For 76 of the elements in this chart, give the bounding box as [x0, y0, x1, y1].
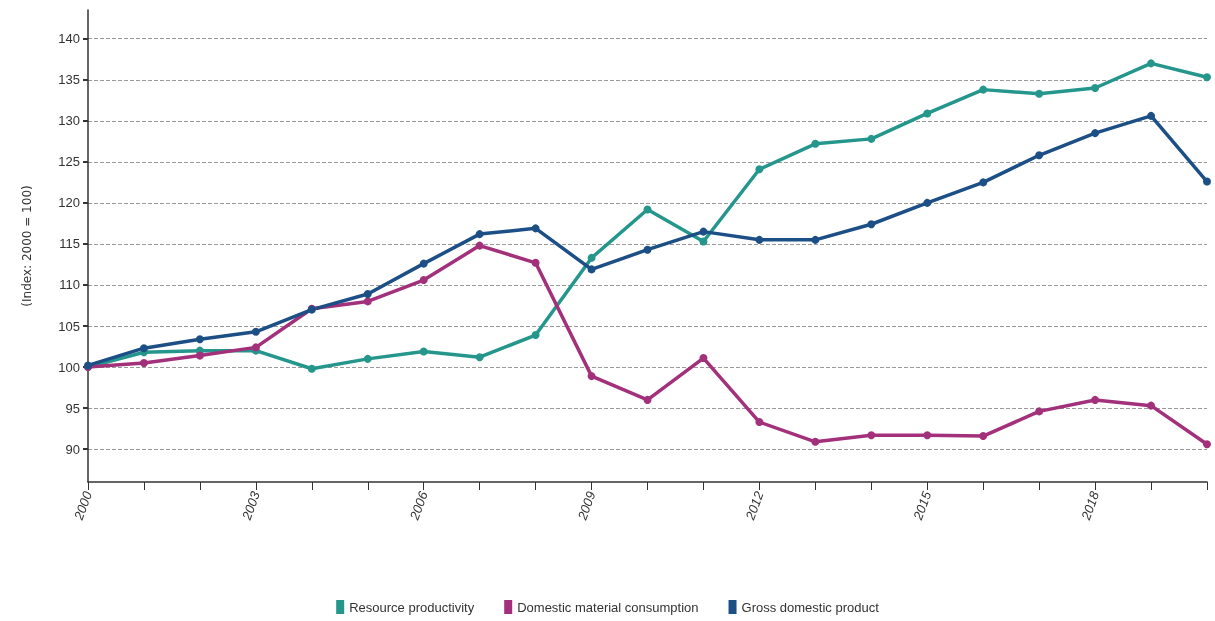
point — [587, 253, 596, 262]
point — [1147, 59, 1156, 68]
y-tick-label: 95 — [65, 400, 80, 416]
y-tick-label: 115 — [59, 236, 80, 252]
point — [139, 358, 148, 367]
y-tick-label: 110 — [59, 277, 80, 293]
point — [587, 372, 596, 381]
point — [699, 237, 708, 246]
y-tick-label: 125 — [58, 154, 80, 170]
point — [1203, 440, 1211, 449]
point — [531, 224, 540, 233]
point — [1203, 177, 1211, 186]
point — [475, 353, 484, 362]
point — [531, 258, 540, 267]
point — [811, 139, 820, 148]
y-tick-label: 130 — [58, 113, 80, 129]
point — [1035, 89, 1044, 98]
point — [699, 354, 708, 363]
legend-label: Domestic material consumption — [517, 599, 699, 615]
point — [1091, 395, 1100, 404]
point — [867, 134, 876, 143]
point — [531, 331, 540, 340]
legend-label: Gross domestic product — [741, 599, 880, 615]
point — [195, 351, 204, 360]
y-tick-label: 100 — [58, 359, 80, 375]
point — [755, 235, 764, 244]
point — [643, 205, 652, 214]
point — [755, 165, 764, 174]
x-tick-label: 2018 — [1077, 488, 1103, 523]
point — [699, 227, 708, 236]
point — [1147, 401, 1156, 410]
point — [363, 354, 372, 363]
point — [867, 220, 876, 229]
point — [811, 235, 820, 244]
point — [643, 395, 652, 404]
x-tick-label: 2009 — [574, 489, 599, 523]
point — [979, 178, 988, 187]
y-tick-label: 135 — [58, 72, 80, 88]
point — [419, 276, 428, 285]
x-tick-label: 2012 — [742, 488, 767, 523]
point — [979, 85, 988, 94]
point — [1091, 83, 1100, 92]
y-axis-title: (Index: 2000 = 100) — [20, 185, 34, 307]
point — [307, 364, 316, 373]
y-tick-label: 120 — [58, 195, 80, 211]
point — [1035, 151, 1044, 160]
legend-label: Resource productivity — [349, 599, 475, 615]
point — [923, 109, 932, 118]
x-tick-label: 2015 — [909, 488, 935, 523]
point — [923, 431, 932, 440]
y-tick-label: 140 — [58, 31, 80, 47]
point — [755, 418, 764, 427]
x-tick-label: 2006 — [406, 488, 432, 523]
point — [475, 241, 484, 250]
point — [363, 297, 372, 306]
point — [475, 230, 484, 239]
point — [867, 431, 876, 440]
y-tick-label: 105 — [58, 318, 80, 334]
point — [587, 265, 596, 274]
point — [363, 290, 372, 299]
x-tick-label: 2003 — [238, 488, 264, 523]
point — [419, 259, 428, 268]
point — [923, 198, 932, 207]
point — [1091, 129, 1100, 138]
y-tick-label: 90 — [65, 441, 80, 457]
point — [1147, 111, 1156, 120]
point — [643, 245, 652, 254]
point — [195, 335, 204, 344]
point — [1203, 73, 1211, 82]
point — [251, 327, 260, 336]
point — [979, 432, 988, 441]
point — [139, 344, 148, 353]
point — [1035, 407, 1044, 416]
point — [419, 347, 428, 356]
point — [811, 437, 820, 446]
x-tick-label: 2000 — [70, 488, 96, 523]
